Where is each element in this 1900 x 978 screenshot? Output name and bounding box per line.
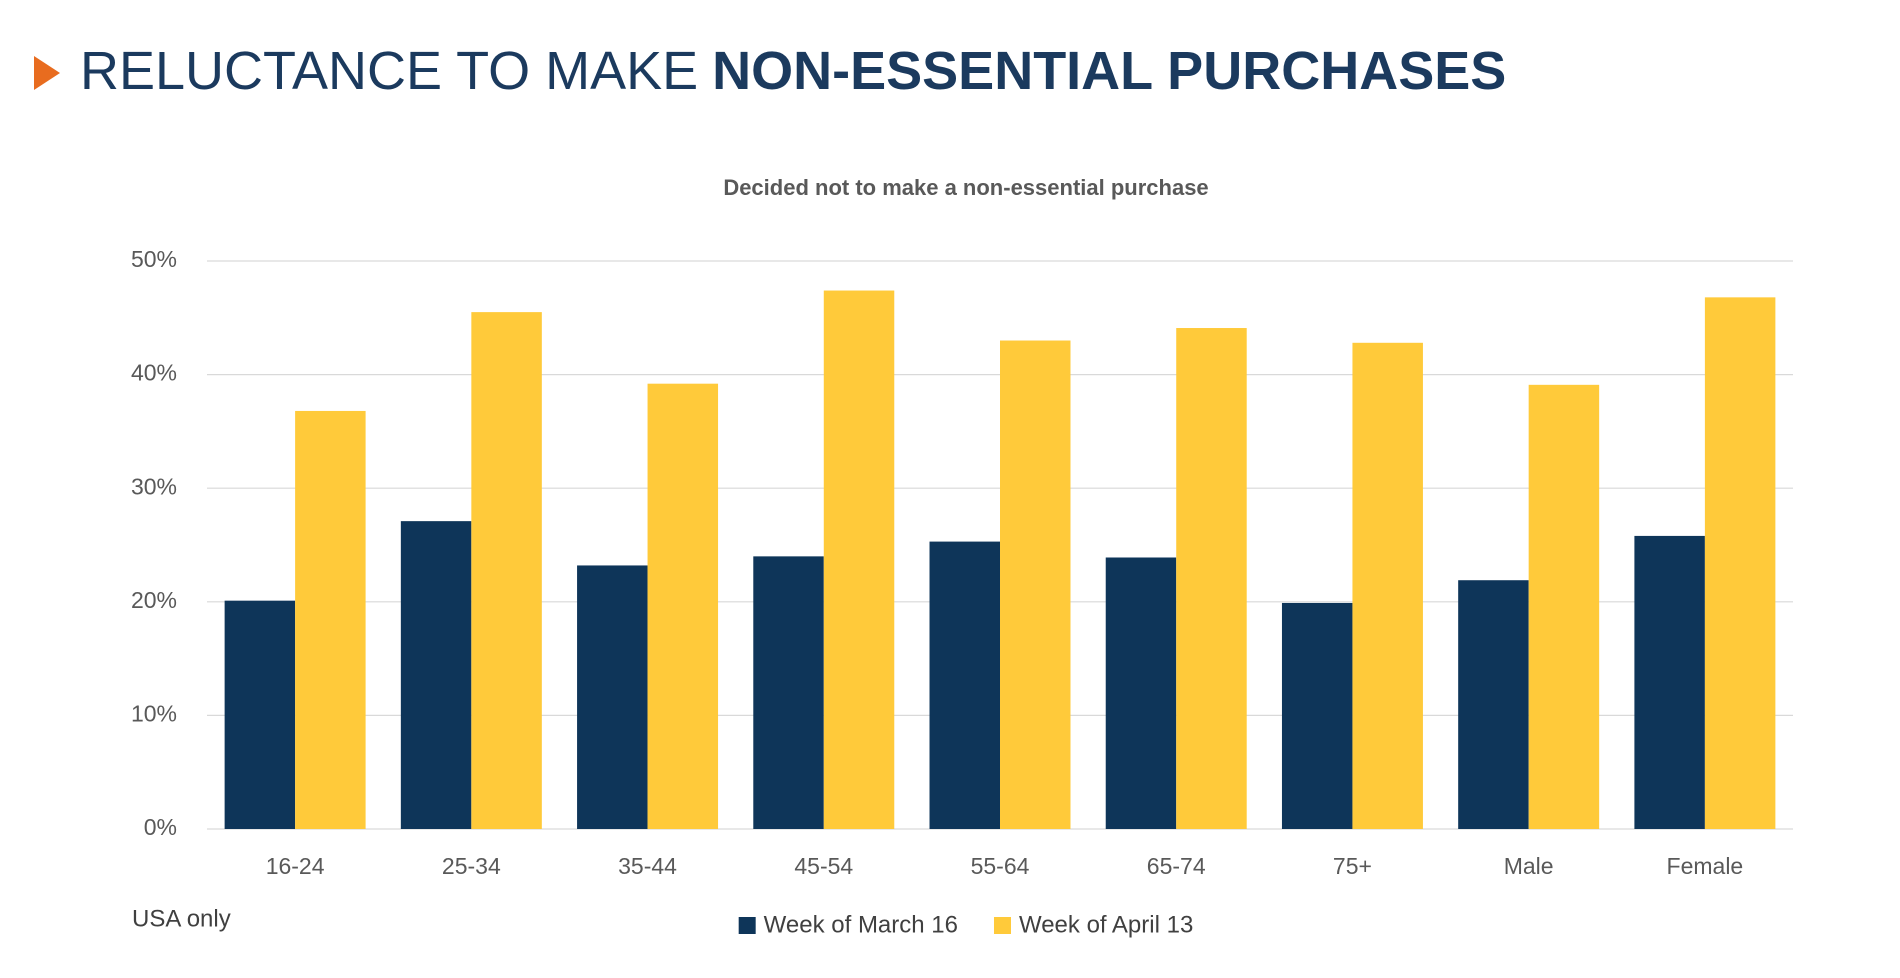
bar (400, 521, 472, 829)
title-bold: NON-ESSENTIAL PURCHASES (712, 41, 1506, 101)
x-tick-label: Female (1667, 853, 1744, 879)
title-arrow (34, 56, 60, 90)
bar (471, 312, 542, 829)
legend-label: Week of April 13 (1019, 911, 1193, 938)
y-tick-label: 40% (131, 360, 177, 386)
bar (224, 600, 296, 829)
bar (647, 383, 719, 829)
legend-swatch (993, 917, 1011, 934)
bar (1105, 557, 1177, 829)
bar (577, 565, 648, 829)
y-tick-label: 0% (144, 814, 177, 840)
y-tick-label: 20% (131, 587, 177, 613)
bar (1704, 297, 1776, 829)
legend-label: Week of March 16 (764, 911, 958, 938)
bar (929, 541, 1000, 829)
bar (1281, 602, 1353, 829)
bar (753, 556, 824, 829)
bar (823, 290, 895, 829)
bar (1352, 342, 1423, 829)
legend-swatch (738, 917, 756, 934)
x-tick-label: 16-24 (266, 853, 325, 879)
bar (1528, 384, 1600, 829)
chart-title: Decided not to make a non-essential purc… (723, 175, 1208, 200)
bar (295, 410, 366, 829)
x-tick-label: 75+ (1333, 853, 1372, 879)
note: USA only (132, 905, 231, 932)
x-tick-label: 65-74 (1147, 853, 1206, 879)
bar (1634, 535, 1705, 829)
title-regular: RELUCTANCE TO MAKE (80, 41, 698, 101)
page-title: RELUCTANCE TO MAKE NON-ESSENTIAL PURCHASE… (80, 41, 1506, 101)
bar (1176, 328, 1247, 829)
x-tick-label: 25-34 (442, 853, 501, 879)
x-tick-label: 55-64 (971, 853, 1030, 879)
y-tick-label: 50% (131, 246, 177, 272)
x-tick-label: Male (1504, 853, 1554, 879)
bar (1000, 340, 1071, 829)
x-tick-label: 45-54 (794, 853, 853, 879)
y-tick-label: 10% (131, 700, 177, 726)
y-tick-label: 30% (131, 473, 177, 499)
x-tick-label: 35-44 (618, 853, 677, 879)
bar (1458, 580, 1529, 829)
